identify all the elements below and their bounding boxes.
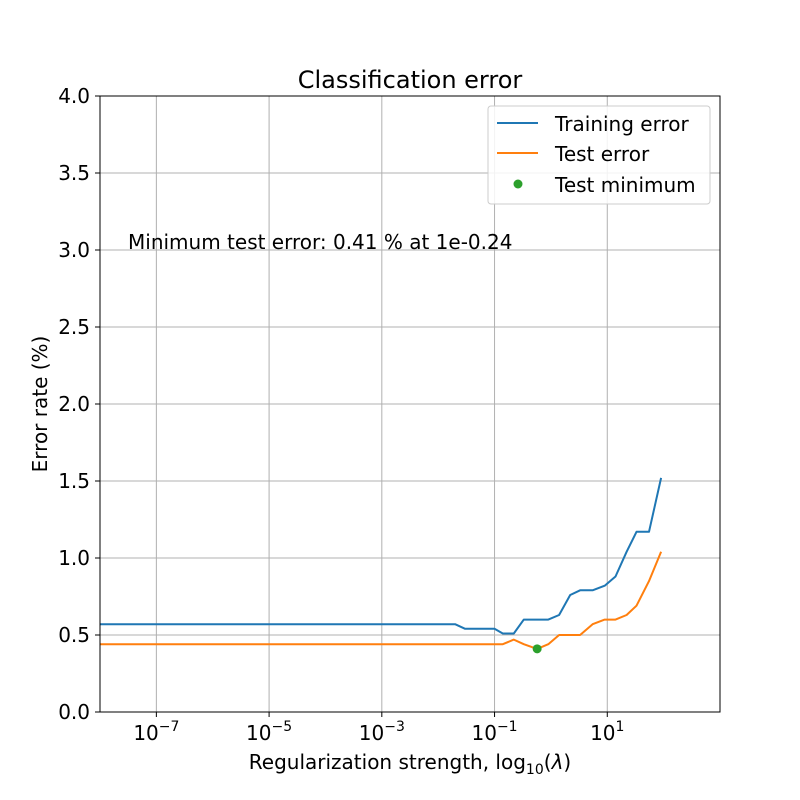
x-tick-label: 10−7: [133, 719, 179, 745]
x-tick-label-exponent: −3: [384, 719, 405, 735]
x-tick-label-exponent: 1: [616, 719, 625, 735]
x-tick-label-exponent: −1: [497, 719, 518, 735]
legend-label-test: Test error: [554, 142, 650, 166]
ticks: 0.00.51.01.52.02.53.03.54.010−7 10−5 10−3 1…: [58, 84, 624, 745]
grid: [100, 95, 720, 713]
legend-label-test-minimum: Test minimum: [554, 173, 696, 197]
x-tick-label-base: 10: [471, 721, 496, 745]
chart-title: Classification error: [298, 66, 523, 94]
legend-swatch-test-minimum: [513, 179, 523, 189]
y-tick-label: 3.0: [58, 238, 90, 262]
x-axis-label-open: (: [544, 750, 552, 774]
y-tick-label: 1.0: [58, 546, 90, 570]
y-tick-label: 1.5: [58, 469, 90, 493]
x-tick-label: 10−5: [246, 719, 292, 745]
x-tick-label-base: 10: [133, 721, 158, 745]
y-axis-label: Error rate (%): [28, 336, 52, 473]
test-minimum-point: [532, 644, 542, 654]
series-layer: [100, 477, 663, 654]
x-tick-label: 10−3: [359, 719, 405, 745]
y-tick-label: 0.0: [58, 700, 90, 724]
y-tick-label: 0.5: [58, 623, 90, 647]
x-tick-label-exponent: −7: [159, 719, 180, 735]
x-axis-label-subscript: 10: [526, 762, 544, 778]
y-tick-label: 4.0: [58, 84, 90, 108]
x-tick-label-base: 10: [590, 721, 615, 745]
y-tick-label: 3.5: [58, 161, 90, 185]
legend-label-training: Training error: [554, 112, 689, 136]
minimum-annotation: Minimum test error: 0.41 % at 1e-0.24: [128, 230, 512, 254]
legend: Training error Test error Test minimum: [487, 105, 711, 205]
y-tick-label: 2.0: [58, 392, 90, 416]
x-tick-label-base: 10: [246, 721, 271, 745]
x-axis-label-prefix: Regularization strength, log: [249, 750, 526, 774]
series-line-test: [100, 551, 663, 650]
legend-box: [487, 105, 711, 205]
series-line-training: [100, 477, 663, 635]
x-tick-label-exponent: −5: [271, 719, 292, 735]
x-tick-label: 10−1: [471, 719, 517, 745]
plot-frame: [99, 95, 721, 713]
x-axis-label-close: ): [563, 750, 571, 774]
x-axis-label-symbol: λ: [551, 750, 564, 774]
x-tick-label-base: 10: [359, 721, 384, 745]
x-axis-label: Regularization strength, log10(λ): [249, 750, 571, 778]
y-tick-label: 2.5: [58, 315, 90, 339]
x-tick-label: 101: [590, 719, 624, 745]
